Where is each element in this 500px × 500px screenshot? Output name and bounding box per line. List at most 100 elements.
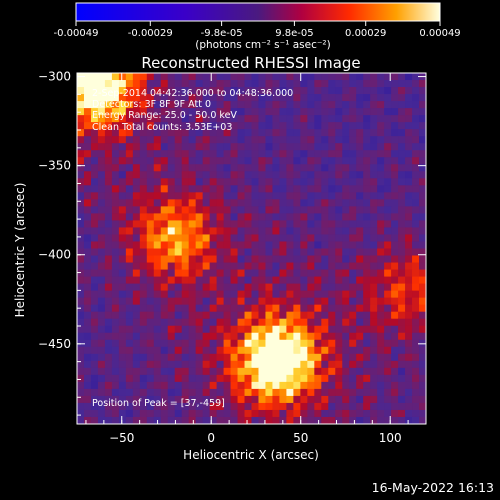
heatmap-cell [307, 220, 315, 229]
heatmap-cell [195, 192, 204, 200]
heatmap-cell [377, 304, 385, 313]
heatmap-cell [167, 80, 176, 88]
heatmap-cell [83, 199, 92, 207]
heatmap-cell [398, 87, 406, 95]
heatmap-cell [412, 381, 420, 390]
heatmap-cell [146, 87, 155, 95]
heatmap-cell [104, 402, 113, 411]
heatmap-cell [125, 122, 134, 130]
heatmap-cell [370, 416, 378, 424]
heatmap-cell [349, 255, 357, 264]
heatmap-cell [132, 395, 141, 404]
heatmap-cell [237, 409, 246, 418]
heatmap-cell [419, 367, 426, 376]
y-tick-label: −300 [38, 70, 71, 84]
heatmap-cell [279, 129, 287, 137]
heatmap-cell [223, 374, 232, 383]
heatmap-cell [398, 213, 406, 222]
heatmap-cell [83, 122, 92, 130]
heatmap-cell [223, 311, 232, 320]
heatmap-cell [321, 80, 329, 88]
heatmap-cell [237, 346, 246, 355]
heatmap-cell [398, 290, 406, 299]
heatmap-cell [132, 80, 141, 88]
heatmap-cell [412, 262, 420, 271]
heatmap-cell [111, 157, 120, 165]
heatmap-cell [83, 381, 92, 390]
heatmap-cell [209, 94, 218, 102]
heatmap-cell [279, 255, 287, 264]
heatmap-cell [321, 185, 329, 193]
heatmap-cell [167, 255, 176, 264]
heatmap-cell [125, 339, 134, 348]
heatmap-cell [349, 143, 357, 151]
heatmap-cell [181, 94, 190, 102]
heatmap-cell [153, 136, 162, 144]
heatmap-cell [286, 255, 294, 264]
heatmap-cell [195, 290, 204, 299]
heatmap-cell [188, 248, 197, 257]
heatmap-cell [97, 115, 106, 123]
heatmap-cell [209, 332, 218, 341]
heatmap-cell [230, 185, 239, 193]
heatmap-cell [244, 122, 253, 130]
heatmap-cell [90, 115, 99, 123]
heatmap-cell [153, 185, 162, 193]
heatmap-cell [335, 80, 343, 88]
heatmap-cell [153, 227, 162, 236]
heatmap-cell [216, 234, 225, 243]
heatmap-cell [125, 136, 134, 144]
heatmap-cell [77, 283, 85, 292]
heatmap-cell [83, 136, 92, 144]
heatmap-cell [307, 283, 315, 292]
heatmap-cell [377, 136, 385, 144]
heatmap-cell [251, 304, 260, 313]
heatmap-cell [405, 220, 413, 229]
heatmap-cell [370, 290, 378, 299]
colorbar-ticks [75, 21, 441, 26]
heatmap-cell [363, 87, 371, 95]
heatmap-cell [251, 325, 260, 334]
heatmap-cell [118, 325, 127, 334]
heatmap-cell [356, 220, 364, 229]
heatmap-cell [279, 115, 287, 123]
heatmap-cell [83, 255, 92, 264]
heatmap-cell [209, 87, 218, 95]
heatmap-cell [104, 353, 113, 362]
heatmap-cell [412, 87, 420, 95]
heatmap-cell [111, 276, 120, 285]
heatmap-cell [398, 129, 406, 137]
heatmap-cell [377, 353, 385, 362]
heatmap-cell [258, 276, 267, 285]
heatmap-cell [188, 129, 197, 137]
heatmap-cell [342, 129, 350, 137]
heatmap-cell [363, 73, 371, 81]
heatmap-cell [181, 220, 190, 229]
heatmap-cell [293, 199, 301, 207]
heatmap-cell [139, 290, 148, 299]
heatmap-cell [181, 178, 190, 186]
heatmap-cell [167, 94, 176, 102]
heatmap-cell [167, 73, 176, 81]
heatmap-cell [363, 374, 371, 383]
y-axis-label: Heliocentric Y (arcsec) [13, 183, 27, 318]
heatmap-cell [398, 234, 406, 243]
heatmap-cell [356, 304, 364, 313]
heatmap-cell [391, 276, 399, 285]
heatmap-cell [342, 157, 350, 165]
heatmap-cell [244, 318, 253, 327]
heatmap-cell [293, 353, 301, 362]
heatmap-cell [377, 108, 385, 116]
heatmap-cell [272, 94, 281, 102]
heatmap-cell [160, 276, 169, 285]
heatmap-cell [223, 213, 232, 222]
heatmap-cell [230, 150, 239, 158]
heatmap-cell [370, 395, 378, 404]
heatmap-cell [244, 87, 253, 95]
heatmap-cell [356, 290, 364, 299]
heatmap-cell [391, 360, 399, 369]
heatmap-cell [146, 297, 155, 306]
heatmap-cell [356, 395, 364, 404]
heatmap-cell [118, 269, 127, 278]
heatmap-cell [412, 220, 420, 229]
